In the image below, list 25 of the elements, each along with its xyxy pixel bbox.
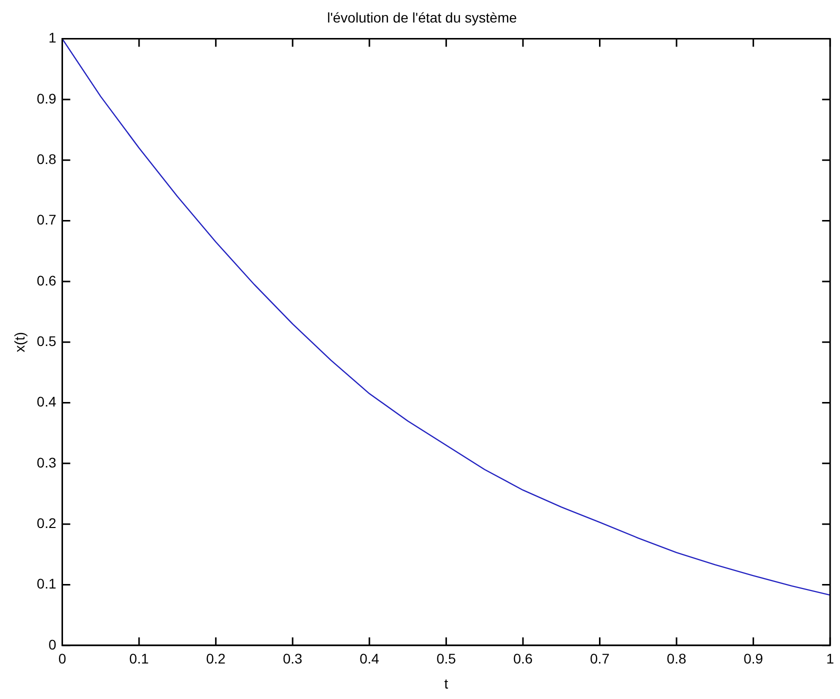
y-tick-label: 0.7 [36,212,56,228]
x-tick-label: 0 [58,650,66,667]
y-tick-label: 1 [48,30,56,46]
y-tick-label: 0 [48,636,56,652]
chart-title: l'évolution de l'état du système [327,9,518,26]
y-tick-label: 0.8 [36,150,56,167]
x-tick-label: 0.7 [590,650,610,667]
x-axis-title: t [444,675,448,692]
y-tick-label: 0.4 [36,394,56,410]
x-tick-label: 0.2 [206,650,226,667]
y-tick-label: 0.1 [36,576,56,592]
x-tick-label: 0.6 [513,650,533,667]
x-tick-label: 0.5 [436,650,456,667]
y-tick-label: 0.9 [36,90,56,106]
y-tick-label: 0.2 [36,514,56,531]
x-tick-label: 0.1 [129,650,149,667]
x-tick-label: 0.3 [282,650,303,667]
y-axis-title: x(t) [11,332,28,352]
y-tick-label: 0.3 [36,454,56,470]
y-tick-label: 0.5 [36,332,56,349]
y-tick-label: 0.6 [36,272,56,288]
x-tick-label: 0.9 [744,650,764,667]
x-tick-label: 1 [826,650,834,667]
x-tick-label: 0.8 [666,650,686,667]
x-tick-label: 0.4 [360,650,380,667]
